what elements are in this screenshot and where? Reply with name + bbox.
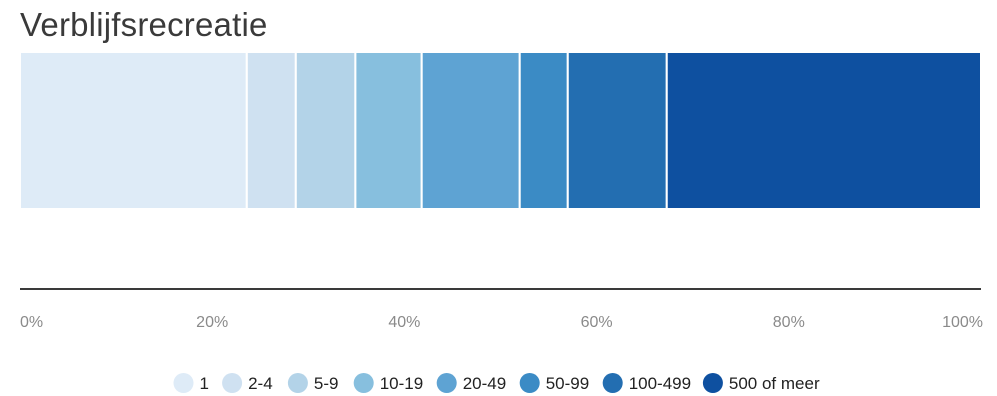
x-tick-label: 60% [581,314,613,331]
x-tick-label: 40% [388,314,420,331]
bar-segment-7 [566,51,668,210]
bar-segment-2 [245,51,297,210]
bar-segment-5 [420,51,521,210]
legend-marker [287,373,308,393]
legend-item: 20-49 [436,373,506,393]
legend-marker [353,373,374,393]
legend-item: 2-4 [222,373,273,393]
legend-marker [173,373,194,393]
legend-label: 10-19 [380,374,423,393]
legend-item: 500 of meer [702,373,820,393]
bar-segment-3 [294,51,357,210]
legend-marker [436,373,457,393]
legend-label: 20-49 [463,374,506,393]
legend-item: 1 [173,373,209,393]
legend-label: 5-9 [314,374,339,393]
bar-segment-8 [665,51,982,210]
x-tick-label: 0% [20,314,43,331]
bar-segment-1 [19,51,248,210]
legend-item: 50-99 [519,373,589,393]
x-tick-label: 100% [942,314,983,331]
bar-segment-6 [518,51,569,210]
legend-label: 500 of meer [729,374,820,393]
legend-item: 5-9 [287,373,339,393]
legend-marker [602,373,623,393]
x-axis-ticks: 0% 20% 40% 60% 80% 100% [20,314,983,331]
legend-item: 10-19 [353,373,423,393]
legend-marker [519,373,540,393]
legend-label: 50-99 [546,374,589,393]
bar-segment-4 [354,51,423,210]
legend-item: 100-499 [602,373,691,393]
legend-label: 1 [200,374,209,393]
bar-segments [19,51,982,210]
legend-label: 2-4 [248,374,273,393]
legend: 1 2-4 5-9 10-19 20-49 50-99 100-499 500 of meer [173,373,820,393]
x-tick-label: 80% [773,314,805,331]
legend-marker [222,373,243,393]
legend-marker [702,373,723,393]
x-tick-label: 20% [196,314,228,331]
legend-label: 100-499 [629,374,691,393]
chart-title: Verblijfsrecreatie [20,6,268,43]
